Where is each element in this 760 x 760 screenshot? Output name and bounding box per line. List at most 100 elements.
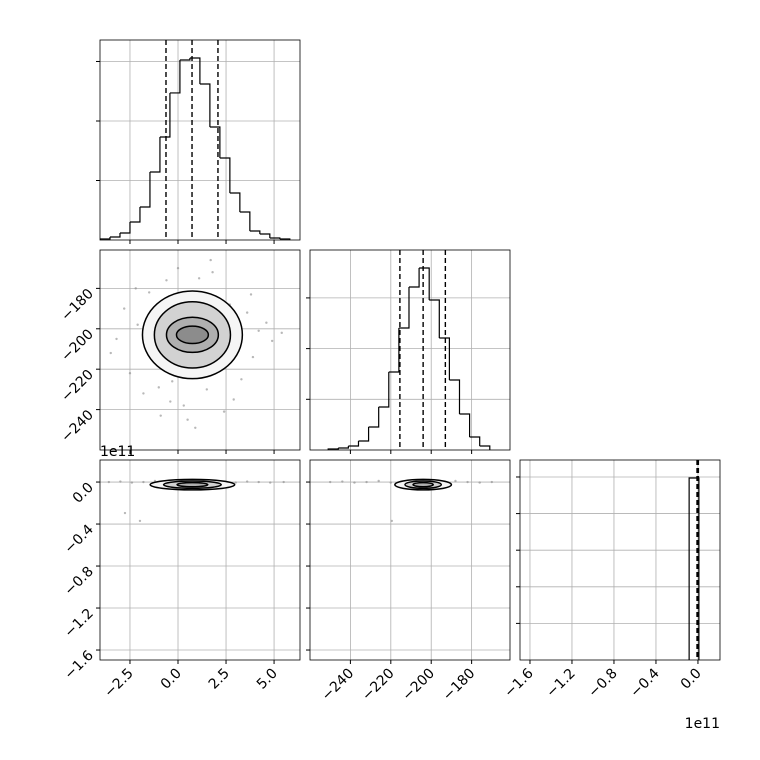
histogram-step bbox=[149, 136, 161, 173]
histogram-step bbox=[378, 372, 390, 408]
scatter-point bbox=[270, 339, 274, 343]
scatter-point bbox=[365, 480, 368, 484]
histogram-step bbox=[209, 126, 221, 159]
histogram-step bbox=[358, 426, 370, 442]
scatter-point bbox=[197, 277, 201, 280]
histogram-step bbox=[249, 230, 261, 234]
panel-frame bbox=[519, 459, 721, 661]
x-tick-label: −1.2 bbox=[543, 666, 578, 701]
y-tick-label: −200 bbox=[58, 326, 97, 365]
x-tick-label: −220 bbox=[359, 666, 398, 705]
scatter-point bbox=[390, 519, 394, 523]
histogram-step bbox=[259, 233, 271, 238]
scatter-point bbox=[282, 480, 285, 484]
scatter-point bbox=[138, 519, 142, 523]
histogram-step bbox=[169, 59, 181, 94]
scatter-point bbox=[257, 480, 260, 484]
panel bbox=[310, 250, 510, 450]
histogram-step bbox=[179, 57, 191, 61]
y-tick-label: −0.4 bbox=[61, 521, 96, 556]
scatter-point bbox=[245, 480, 249, 483]
scatter-point bbox=[234, 481, 237, 484]
histogram-step bbox=[219, 157, 231, 193]
scatter-point bbox=[176, 266, 180, 270]
x-tick-label: 0.0 bbox=[158, 666, 185, 693]
scatter-point bbox=[257, 329, 260, 333]
scatter-point bbox=[265, 321, 268, 324]
panel bbox=[310, 460, 510, 660]
histogram-step bbox=[269, 237, 281, 239]
histogram-step bbox=[398, 287, 410, 329]
scatter-point bbox=[245, 311, 249, 314]
x-tick-label: 2.5 bbox=[206, 666, 233, 693]
histogram-step bbox=[469, 436, 481, 446]
y-offset-text: 1e11 bbox=[100, 444, 135, 460]
histogram-step bbox=[429, 299, 440, 339]
histogram-step bbox=[449, 379, 461, 415]
scatter-point bbox=[147, 291, 151, 294]
scatter-point bbox=[171, 380, 174, 383]
histogram-step bbox=[189, 57, 201, 84]
scatter-point bbox=[115, 337, 118, 341]
contour bbox=[175, 325, 210, 345]
histogram-step bbox=[439, 337, 450, 380]
panel-frame bbox=[99, 249, 301, 451]
x-tick-label: −200 bbox=[400, 666, 439, 705]
x-tick-label: −0.8 bbox=[585, 666, 620, 701]
x-tick-label: −0.4 bbox=[627, 665, 662, 700]
scatter-point bbox=[240, 378, 243, 381]
scatter-point bbox=[107, 480, 111, 484]
scatter-point bbox=[130, 481, 134, 484]
scatter-point bbox=[169, 400, 172, 403]
scatter-point bbox=[329, 480, 332, 484]
scatter-point bbox=[194, 426, 197, 429]
histogram-step bbox=[338, 445, 349, 449]
y-tick-label: −1.6 bbox=[61, 647, 96, 682]
histogram-step bbox=[129, 206, 141, 223]
scatter-point bbox=[157, 386, 160, 389]
x-tick-label: −240 bbox=[319, 666, 358, 705]
y-tick-label: −180 bbox=[58, 286, 97, 325]
scatter-point bbox=[454, 479, 457, 483]
scatter-point bbox=[159, 414, 162, 417]
panel-frame bbox=[309, 459, 511, 661]
x-tick-label: 0.0 bbox=[678, 666, 705, 693]
panel bbox=[100, 40, 300, 240]
scatter-point bbox=[134, 287, 137, 290]
scatter-point bbox=[389, 481, 393, 484]
scatter-point bbox=[186, 418, 189, 421]
scatter-point bbox=[251, 355, 255, 359]
histogram-step bbox=[388, 328, 400, 373]
scatter-point bbox=[222, 410, 226, 413]
x-tick-label: −1.6 bbox=[501, 665, 536, 700]
histogram-step bbox=[348, 440, 360, 447]
histogram-step bbox=[408, 267, 420, 288]
histogram-step bbox=[368, 407, 380, 428]
contour bbox=[176, 481, 209, 488]
y-tick-label: −220 bbox=[58, 367, 97, 406]
scatter-point bbox=[280, 331, 283, 335]
y-tick-label: −240 bbox=[58, 407, 97, 446]
histogram-step bbox=[159, 92, 171, 138]
scatter-point bbox=[232, 398, 235, 401]
scatter-point bbox=[142, 392, 145, 395]
histogram-step bbox=[139, 171, 151, 208]
scatter-point bbox=[211, 271, 214, 274]
scatter-point bbox=[353, 481, 356, 484]
scatter-point bbox=[205, 388, 209, 391]
scatter-point bbox=[136, 323, 139, 326]
scatter-point bbox=[109, 351, 112, 355]
scatter-point bbox=[128, 372, 132, 375]
scatter-point bbox=[490, 480, 494, 484]
histogram-step bbox=[239, 211, 251, 232]
histogram-step bbox=[479, 445, 491, 450]
x-offset-text: 1e11 bbox=[685, 716, 720, 732]
panel-frame bbox=[99, 39, 301, 241]
scatter-point bbox=[123, 307, 126, 310]
x-tick-label: −2.5 bbox=[101, 666, 136, 701]
scatter-point bbox=[119, 480, 122, 483]
histogram-step bbox=[459, 413, 471, 438]
panel-frame bbox=[309, 249, 511, 451]
scatter-point bbox=[123, 511, 127, 515]
histogram-step bbox=[119, 221, 131, 234]
